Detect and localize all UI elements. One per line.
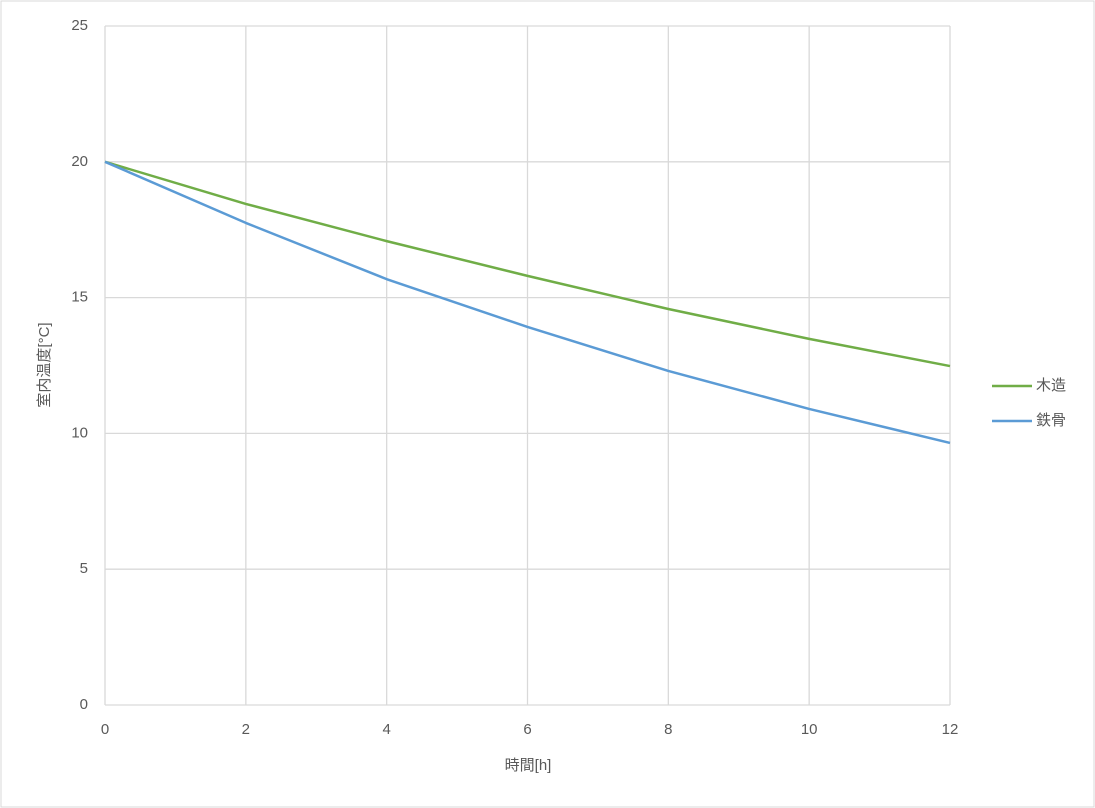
y-tick-label: 25 bbox=[71, 17, 88, 34]
x-tick-label: 2 bbox=[242, 721, 250, 738]
x-tick-label: 4 bbox=[382, 721, 390, 738]
line-series bbox=[104, 160, 951, 445]
legend-label: 鉄骨 bbox=[1036, 412, 1066, 429]
x-tick-label: 6 bbox=[523, 721, 531, 738]
y-axis-title: 室内温度[°C] bbox=[36, 322, 53, 407]
x-axis-title: 時間[h] bbox=[505, 757, 552, 774]
y-tick-label: 20 bbox=[71, 153, 88, 170]
line-series bbox=[104, 160, 951, 368]
y-tick-label: 0 bbox=[80, 696, 88, 713]
x-tick-label: 8 bbox=[664, 721, 672, 738]
x-tick-label: 0 bbox=[101, 721, 109, 738]
x-tick-label: 10 bbox=[801, 721, 818, 738]
y-tick-label: 15 bbox=[71, 289, 88, 306]
legend-label: 木造 bbox=[1036, 377, 1066, 394]
x-tick-label: 12 bbox=[942, 721, 959, 738]
y-tick-label: 10 bbox=[71, 424, 88, 441]
y-tick-label: 5 bbox=[80, 560, 88, 577]
